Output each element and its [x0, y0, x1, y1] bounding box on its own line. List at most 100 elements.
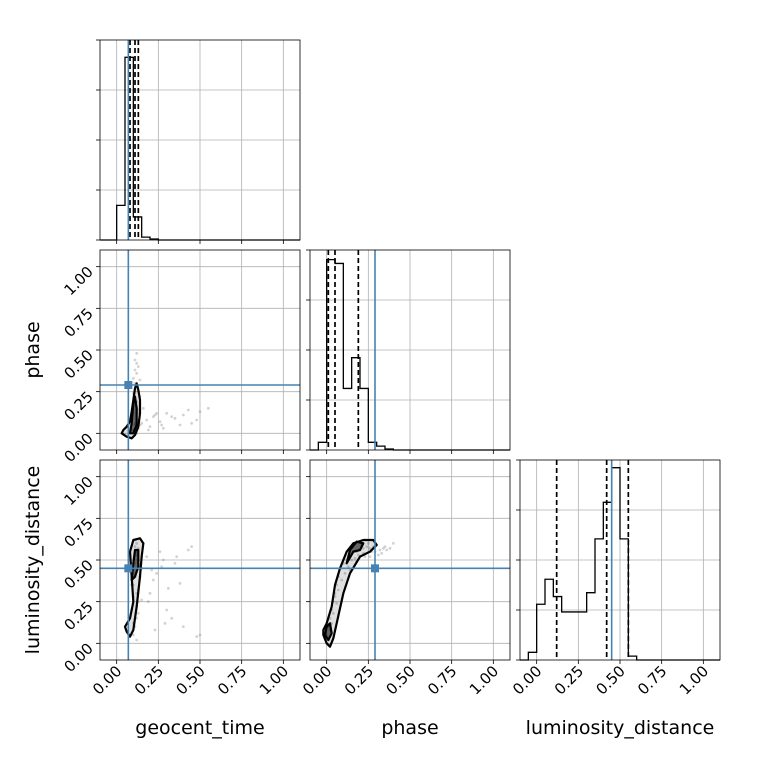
scatter-point — [181, 625, 185, 629]
x-axis-label-phase: phase — [381, 717, 438, 739]
scatter-point — [385, 548, 389, 552]
y-tick-label: 0.25 — [60, 388, 96, 424]
scatter-point — [135, 361, 139, 365]
density-contour — [130, 548, 140, 582]
y-tick-label: 0.00 — [60, 429, 96, 465]
scatter-point — [331, 611, 335, 615]
scatter-point — [206, 406, 210, 410]
scatter-point — [376, 553, 380, 557]
scatter-point — [198, 633, 202, 637]
scatter-point — [160, 423, 164, 427]
scatter-point — [186, 408, 190, 412]
x-tick-label: 0.50 — [172, 662, 208, 698]
x-tick-label: 0.00 — [299, 662, 335, 698]
scatter-point — [165, 411, 169, 415]
hist-panel-geocent_time — [96, 39, 301, 241]
scatter-point — [356, 553, 360, 557]
scatter-point — [135, 351, 139, 355]
y-tick-label: 0.50 — [60, 556, 96, 592]
x-tick-label: 0.75 — [214, 662, 250, 698]
x-tick-label: 0.25 — [341, 662, 377, 698]
truth-marker — [124, 381, 133, 389]
density-contour — [323, 622, 333, 642]
scatter-point — [133, 358, 137, 362]
scatter-point — [340, 578, 344, 582]
scatter-point — [190, 545, 194, 549]
scatter-point — [368, 546, 372, 550]
scatter-point — [343, 571, 347, 575]
scatter-point — [365, 545, 369, 549]
scatter-point — [153, 413, 157, 417]
y-tick-label: 0.00 — [60, 639, 96, 675]
scatter-point — [135, 371, 139, 375]
histogram-step-luminosity_distance — [520, 467, 720, 661]
scatter-point — [163, 621, 167, 625]
density-contour — [345, 540, 365, 565]
scatter-point — [173, 416, 177, 420]
scatter-point — [381, 546, 385, 550]
scatter-point — [151, 415, 155, 419]
scatter-point — [336, 588, 340, 592]
scatter-point — [388, 546, 392, 550]
scatter-point — [158, 550, 162, 554]
scatter-point — [140, 598, 144, 602]
y-tick-label: 0.25 — [60, 598, 96, 634]
panel-luminosity_distance_vs_phase — [309, 459, 511, 661]
scatter-point — [166, 586, 170, 590]
scatter-point — [366, 541, 370, 545]
x-axis-label-geocent-time: geocent_time — [135, 717, 264, 739]
scatter-point — [335, 601, 339, 605]
scatter-point — [173, 561, 177, 565]
histogram-step-phase — [310, 258, 510, 451]
scatter-point — [363, 555, 367, 559]
scatter-point — [136, 365, 140, 369]
x-tick-label: 0.00 — [89, 662, 125, 698]
scatter-point — [353, 556, 357, 560]
scatter-point — [190, 421, 194, 425]
scatter-point — [155, 411, 159, 415]
y-tick-label: 1.00 — [60, 263, 96, 299]
scatter-point — [146, 600, 150, 604]
panel-phase_vs_geocent_time — [99, 249, 301, 451]
scatter-point — [361, 546, 365, 550]
scatter-point — [140, 421, 144, 425]
x-tick-label: 0.75 — [634, 662, 670, 698]
scatter-point — [133, 545, 137, 549]
scatter-point — [160, 565, 164, 569]
scatter-point — [136, 611, 140, 615]
scatter-point — [141, 406, 145, 410]
scatter-point — [195, 418, 199, 422]
x-tick-label: 0.25 — [131, 662, 167, 698]
scatter-point — [380, 551, 384, 555]
truth-marker — [371, 564, 379, 573]
panels-layer: 0.00 0.25 0.50 0.75 1.00 0.00 0.25 0.50 0.75 1.00… — [60, 39, 721, 698]
y-tick-label: 1.00 — [60, 473, 96, 509]
x-tick-label: 0.00 — [509, 662, 545, 698]
scatter-point — [131, 376, 135, 380]
scatter-point — [138, 378, 142, 382]
scatter-point — [145, 418, 149, 422]
scatter-point — [350, 558, 354, 562]
scatter-point — [346, 565, 350, 569]
scatter-point — [155, 571, 159, 575]
scatter-point — [151, 578, 155, 582]
scatter-point — [150, 568, 154, 572]
scatter-point — [170, 415, 174, 419]
x-tick-label: 0.50 — [382, 662, 418, 698]
scatter-point — [195, 635, 199, 639]
scatter-point — [178, 423, 182, 427]
scatter-point — [181, 413, 185, 417]
y-tick-label: 0.75 — [60, 514, 96, 550]
scatter-point — [368, 555, 372, 559]
scatter-point — [146, 428, 150, 432]
x-tick-label: 0.75 — [424, 662, 460, 698]
scatter-point — [198, 410, 202, 414]
scatter-point — [170, 616, 174, 620]
scatter-point — [178, 581, 182, 585]
density-contour — [128, 395, 138, 435]
scatter-point — [131, 633, 135, 637]
scatter-point — [135, 638, 139, 642]
panel-luminosity_distance_vs_geocent_time — [99, 459, 301, 661]
scatter-point — [135, 541, 139, 545]
